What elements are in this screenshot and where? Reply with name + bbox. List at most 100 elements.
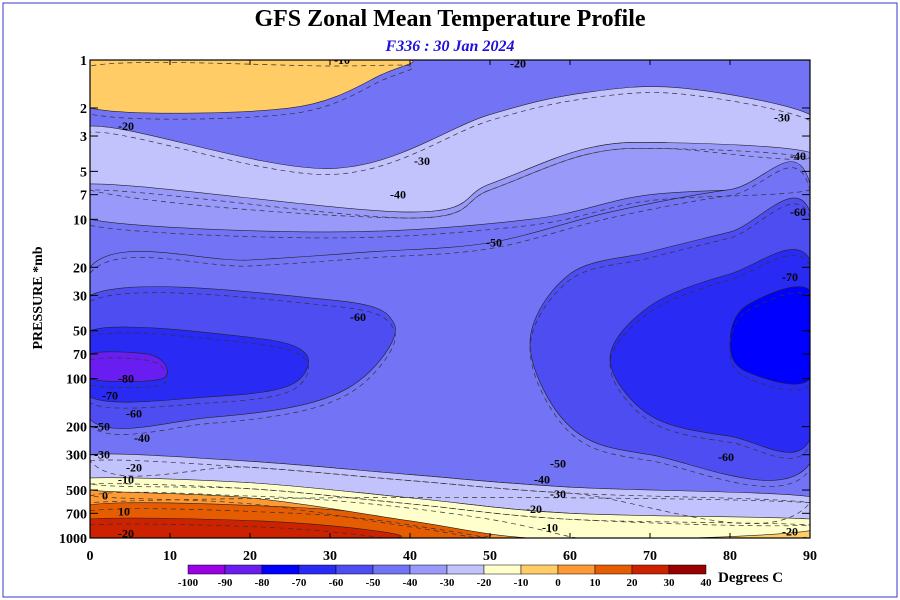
contour-label-26: -30 xyxy=(550,487,566,501)
contour-dashed-line-7 xyxy=(90,147,810,239)
colorbar-tick-label: -80 xyxy=(255,577,270,589)
y-tick-label: 100 xyxy=(66,373,87,388)
y-axis-label: PRESSURE *mb xyxy=(31,246,46,350)
colorbar-swatch xyxy=(446,564,485,575)
contour-label-9: -50 xyxy=(486,236,502,250)
colorbar-swatch xyxy=(520,564,559,575)
contour-label-27: -20 xyxy=(526,502,542,516)
contour-label-12: -80 xyxy=(118,372,134,386)
contour-label-14: -60 xyxy=(126,406,142,420)
contour-fields xyxy=(90,60,810,538)
x-axis: 0 10 20 30 40 50 60 70 80 90 xyxy=(87,60,817,564)
contour-dashed-line-6 xyxy=(90,92,810,219)
y-tick-label: 700 xyxy=(66,507,87,522)
x-tick-label: 60 xyxy=(563,549,577,564)
contour-region-16 xyxy=(90,351,168,382)
x-tick-label: 90 xyxy=(803,549,817,564)
colorbar-unit-label: Degrees C xyxy=(718,570,784,586)
contour-label-20: 0 xyxy=(102,488,108,502)
y-tick-label: 3 xyxy=(80,130,87,145)
contour-label-2: -20 xyxy=(118,119,134,133)
y-tick-label: 300 xyxy=(66,449,87,464)
colorbar-tick-label: -10 xyxy=(514,577,529,589)
contour-label-6: -40 xyxy=(790,149,806,163)
contour-dashed-line-14 xyxy=(609,255,810,459)
colorbar-swatch xyxy=(483,564,522,575)
contour-label-5: -30 xyxy=(414,154,430,168)
y-tick-label: 1000 xyxy=(59,532,87,547)
colorbar-swatch xyxy=(335,564,374,575)
contour-labels: -10 -20-20-30 -50-30 -40-40-60-50-70-60-80-… xyxy=(94,53,822,541)
y-tick-label: 1 xyxy=(80,54,87,69)
contour-region-7 xyxy=(90,142,810,233)
x-tick-label: 40 xyxy=(403,549,417,564)
y-tick-label: 20 xyxy=(73,261,87,276)
y-tick-label: 7 xyxy=(80,189,87,204)
contour-label-13: -70 xyxy=(102,389,118,403)
y-tick-label: 2 xyxy=(80,102,87,117)
colorbar-swatch xyxy=(372,564,411,575)
x-tick-label: 30 xyxy=(323,549,337,564)
y-tick-label: 5 xyxy=(80,165,87,180)
contour-label-0: -10 xyxy=(334,53,350,67)
contour-label-22: -20 xyxy=(118,527,134,541)
contour-dashed-line-3 xyxy=(90,491,582,538)
contour-label-17: -30 xyxy=(94,448,110,462)
x-tick-label: 0 xyxy=(87,549,94,564)
colorbar-tick-label: -20 xyxy=(477,577,492,589)
y-tick-label: 10 xyxy=(73,213,87,228)
contour-label-29: -20 xyxy=(782,524,798,538)
colorbar-tick-label: 10 xyxy=(590,577,602,589)
contour-label-19: -10 xyxy=(118,473,134,487)
contour-label-1: -20 xyxy=(510,56,526,70)
y-tick-label: 200 xyxy=(66,421,87,436)
colorbar-swatch xyxy=(594,564,633,575)
contour-label-10: -70 xyxy=(782,270,798,284)
colorbar-tick-label: -50 xyxy=(366,577,381,589)
colorbar-swatch xyxy=(298,564,337,575)
contour-label-4: -50 xyxy=(806,111,822,125)
contour-label-11: -60 xyxy=(350,310,366,324)
contour-label-16: -40 xyxy=(134,431,150,445)
colorbar-swatch xyxy=(261,564,300,575)
contour-dashed-line-2 xyxy=(90,497,810,503)
x-tick-label: 50 xyxy=(483,549,497,564)
contour-label-21: 10 xyxy=(118,504,130,518)
y-tick-label: 50 xyxy=(73,325,87,340)
contour-label-15: -50 xyxy=(94,420,110,434)
colorbar-tick-label: -100 xyxy=(178,577,199,589)
x-tick-label: 20 xyxy=(243,549,257,564)
contour-dashed-line-4 xyxy=(90,508,487,538)
x-tick-label: 70 xyxy=(643,549,657,564)
contour-label-3: -30 xyxy=(774,111,790,125)
colorbar-tick-label: 40 xyxy=(701,577,713,589)
contour-label-18: -20 xyxy=(126,460,142,474)
contour-region-15 xyxy=(729,286,810,385)
contour-region-5 xyxy=(90,517,402,538)
colorbar-tick-label: -70 xyxy=(292,577,307,589)
y-tick-label: 70 xyxy=(73,348,87,363)
colorbar-swatch xyxy=(631,564,670,575)
contour-label-8: -60 xyxy=(790,205,806,219)
chart-title: GFS Zonal Mean Temperature Profile xyxy=(254,6,646,32)
colorbar-tick-label: 30 xyxy=(664,577,676,589)
colorbar-tick-label: -30 xyxy=(440,577,455,589)
colorbar-tick-label: 20 xyxy=(627,577,639,589)
contour-label-28: -10 xyxy=(542,521,558,535)
colorbar-tick-label: -40 xyxy=(403,577,418,589)
colorbar-swatch xyxy=(187,564,226,575)
colorbar: -100 -90 -80 -70 -60 -50 -40 -30 -20 -10 0 10 20 30 40 xyxy=(178,564,713,589)
colorbar-tick-label: -90 xyxy=(218,577,233,589)
contour-label-23: -50 xyxy=(550,456,566,470)
colorbar-swatch xyxy=(557,564,596,575)
contour-label-7: -40 xyxy=(390,188,406,202)
colorbar-tick-label: 0 xyxy=(555,577,561,589)
colorbar-swatch xyxy=(224,564,263,575)
contour-label-25: -40 xyxy=(534,473,550,487)
y-tick-label: 30 xyxy=(73,289,87,304)
contour-label-24: -60 xyxy=(718,450,734,464)
contour-dashed-line-8 xyxy=(90,167,810,524)
x-tick-label: 80 xyxy=(723,549,737,564)
